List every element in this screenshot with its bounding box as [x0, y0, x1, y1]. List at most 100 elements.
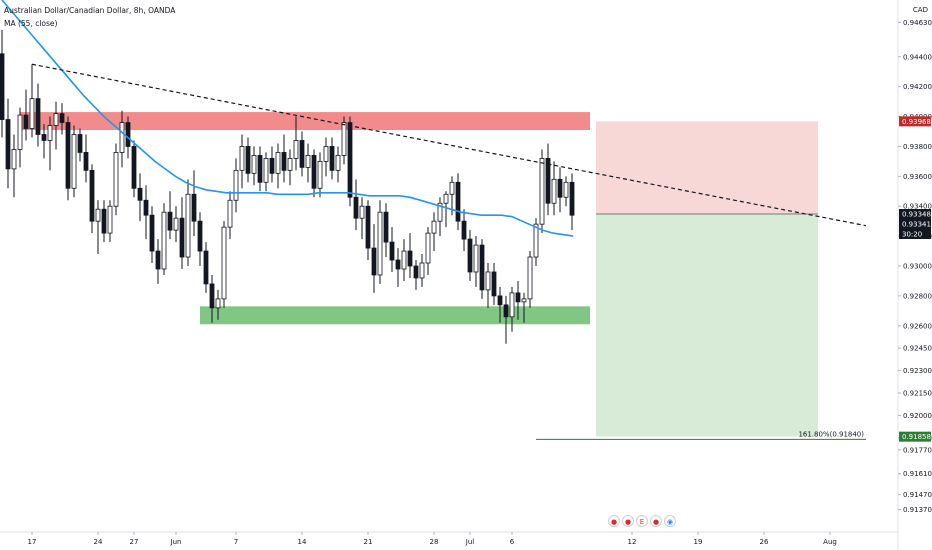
candle-body [77, 134, 83, 153]
candle [341, 116, 347, 165]
candle-body [461, 220, 467, 240]
candle-body [155, 250, 161, 270]
candle-body [497, 295, 503, 306]
candle-body [305, 155, 311, 168]
y-axis[interactable]: CAD0.946300.944000.942000.940000.938000.… [897, 0, 932, 550]
candle-body [107, 205, 113, 234]
candle-body [509, 292, 515, 318]
candle [173, 206, 179, 243]
candle [35, 83, 41, 147]
x-axis[interactable]: 17 24 27 Jun 7 14 21 28 Jul 6 12 19 26 Aug [0, 531, 898, 546]
candle [293, 116, 299, 171]
flag-ca-icon[interactable]: ● [650, 515, 662, 527]
flag-ca-icon[interactable]: ● [622, 515, 634, 527]
x-tick-label: Aug [823, 538, 837, 546]
candle [407, 233, 413, 278]
candle [11, 134, 17, 198]
candle-body [149, 214, 155, 252]
candle-body [71, 134, 77, 189]
candle [245, 137, 251, 183]
candle [389, 227, 395, 272]
current-price-sub-text: 0.93341 [902, 220, 931, 228]
candle-body [545, 158, 551, 204]
x-tick-label: 17 [28, 538, 37, 546]
candle [53, 101, 59, 150]
x-tick-label: Jun [170, 538, 182, 546]
candle-body [227, 199, 233, 228]
candle-body [167, 211, 173, 231]
candle-body [443, 193, 449, 204]
candle [209, 274, 215, 323]
candle [425, 227, 431, 275]
candle-body [551, 178, 557, 204]
candle [539, 149, 545, 234]
candle-body [29, 98, 35, 129]
candle [305, 143, 311, 183]
candle [383, 203, 389, 258]
candle [191, 170, 197, 237]
candle [371, 224, 377, 293]
y-tick-label: 0.92300 [903, 367, 932, 375]
candle [233, 158, 239, 213]
earnings-icon[interactable]: E [636, 515, 648, 527]
candle-body [389, 241, 395, 261]
candle-body [455, 181, 461, 222]
candle [263, 152, 269, 192]
symbol-title[interactable]: Australian Dollar/Canadian Dollar, 8h, O… [4, 6, 176, 15]
candle [143, 185, 149, 240]
x-tick-label: 14 [298, 538, 307, 546]
candle [119, 110, 125, 168]
candle-body [329, 146, 335, 171]
candle-body [425, 232, 431, 264]
x-tick-label: 27 [130, 538, 139, 546]
candle-body [449, 181, 455, 195]
candle [491, 263, 497, 305]
candle [401, 239, 407, 281]
candle-body [203, 250, 209, 285]
candle-body [353, 196, 359, 219]
candle [257, 146, 263, 192]
candle [269, 146, 275, 183]
candle-body [209, 283, 215, 309]
candle [221, 221, 227, 308]
ma-indicator-label[interactable]: MA (55, close) [4, 19, 58, 28]
candle [5, 98, 11, 189]
zones-layer [20, 112, 818, 437]
candle-body [131, 146, 137, 189]
y-tick-label: 0.91370 [903, 506, 932, 514]
candle-body [215, 298, 221, 309]
candle-body [251, 155, 257, 174]
candle [275, 143, 281, 189]
candle-body [293, 140, 299, 159]
candle [479, 239, 485, 299]
candle [545, 143, 551, 216]
stop-price-tag-text: 0.93968 [902, 118, 931, 126]
candle [317, 152, 323, 198]
candle [47, 116, 53, 171]
x-tick-label: 24 [94, 538, 103, 546]
candle-body [173, 217, 179, 231]
candle [515, 280, 521, 320]
economic-events: ● ● E ● ◉ [608, 515, 676, 527]
candle [17, 107, 23, 168]
candle [569, 173, 575, 231]
candle-body [317, 160, 323, 189]
candle [161, 203, 167, 275]
candle [137, 173, 143, 222]
y-tick-label: 0.91470 [903, 491, 932, 499]
candle-body [23, 114, 29, 129]
candle [179, 197, 185, 269]
candle [197, 212, 203, 266]
globe-icon[interactable]: ◉ [664, 515, 676, 527]
candle-body [533, 223, 539, 258]
y-tick-label: 0.93600 [903, 173, 932, 181]
candle [323, 137, 329, 177]
candle-body [59, 113, 65, 123]
flag-ca-icon[interactable]: ● [608, 515, 620, 527]
candle [437, 197, 443, 237]
candle [419, 254, 425, 287]
candle [509, 286, 515, 332]
candle [107, 200, 113, 243]
y-tick-label: 0.92450 [903, 345, 932, 353]
